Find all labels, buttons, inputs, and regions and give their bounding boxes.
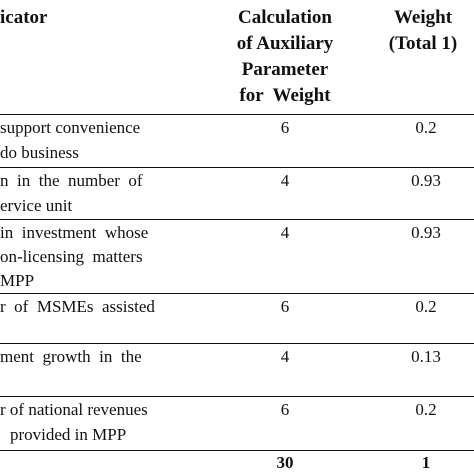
row-1-indicator-line-2: do business — [0, 143, 79, 162]
row-5-rule — [0, 396, 474, 397]
row-3-indicator-line-2: on-licensing matters — [0, 247, 143, 266]
row-4-rule — [0, 343, 474, 344]
row-6-indicator-line-2: provided in MPP — [10, 425, 127, 444]
row-4-calculation: 6 — [280, 297, 290, 316]
row-1-calculation: 6 — [280, 118, 290, 137]
row-6-rule — [0, 450, 474, 451]
row-3-indicator-line-3: MPP — [0, 271, 35, 290]
row-2-indicator-line-2: ervice unit — [0, 196, 73, 215]
row-2-indicator-line-1: n in the number of — [0, 171, 143, 190]
row-1-weight: 0.2 — [415, 118, 437, 137]
row-4-indicator-line-1: r of MSMEs assisted — [0, 297, 155, 316]
header-calculation-line-1: Calculation — [238, 7, 332, 28]
row-6-calculation: 6 — [280, 400, 290, 419]
row-6-indicator-line-1: r of national revenues — [0, 400, 148, 419]
row-3-rule — [0, 293, 474, 294]
row-1-indicator-line-1: support convenience — [0, 118, 141, 137]
row-6-weight: 0.2 — [415, 400, 437, 419]
row-3-calculation: 4 — [280, 223, 290, 242]
row-5-indicator-line-1: ment growth in the — [0, 347, 142, 366]
row-3-indicator-line-1: in investment whose — [0, 223, 149, 242]
row-1-rule — [0, 167, 474, 168]
row-4-weight: 0.2 — [415, 297, 437, 316]
header-rule — [0, 114, 474, 115]
row-3-weight: 0.93 — [411, 223, 441, 242]
row-5-weight: 0.13 — [411, 347, 441, 366]
row-2-calculation: 4 — [280, 171, 290, 190]
row-2-weight: 0.93 — [411, 171, 441, 190]
row-5-calculation: 4 — [280, 347, 290, 366]
total-calculation: 30 — [276, 453, 294, 472]
header-indicator: icator — [0, 7, 48, 28]
header-weight-line-1: Weight — [393, 7, 453, 28]
header-calculation-line-2: of Auxiliary — [236, 33, 334, 54]
total-weight: 1 — [421, 453, 431, 472]
header-calculation-line-3: Parameter — [241, 59, 329, 80]
header-weight-line-2: (Total 1) — [388, 33, 458, 54]
row-2-rule — [0, 219, 474, 220]
header-calculation-line-4: for Weight — [239, 85, 331, 106]
